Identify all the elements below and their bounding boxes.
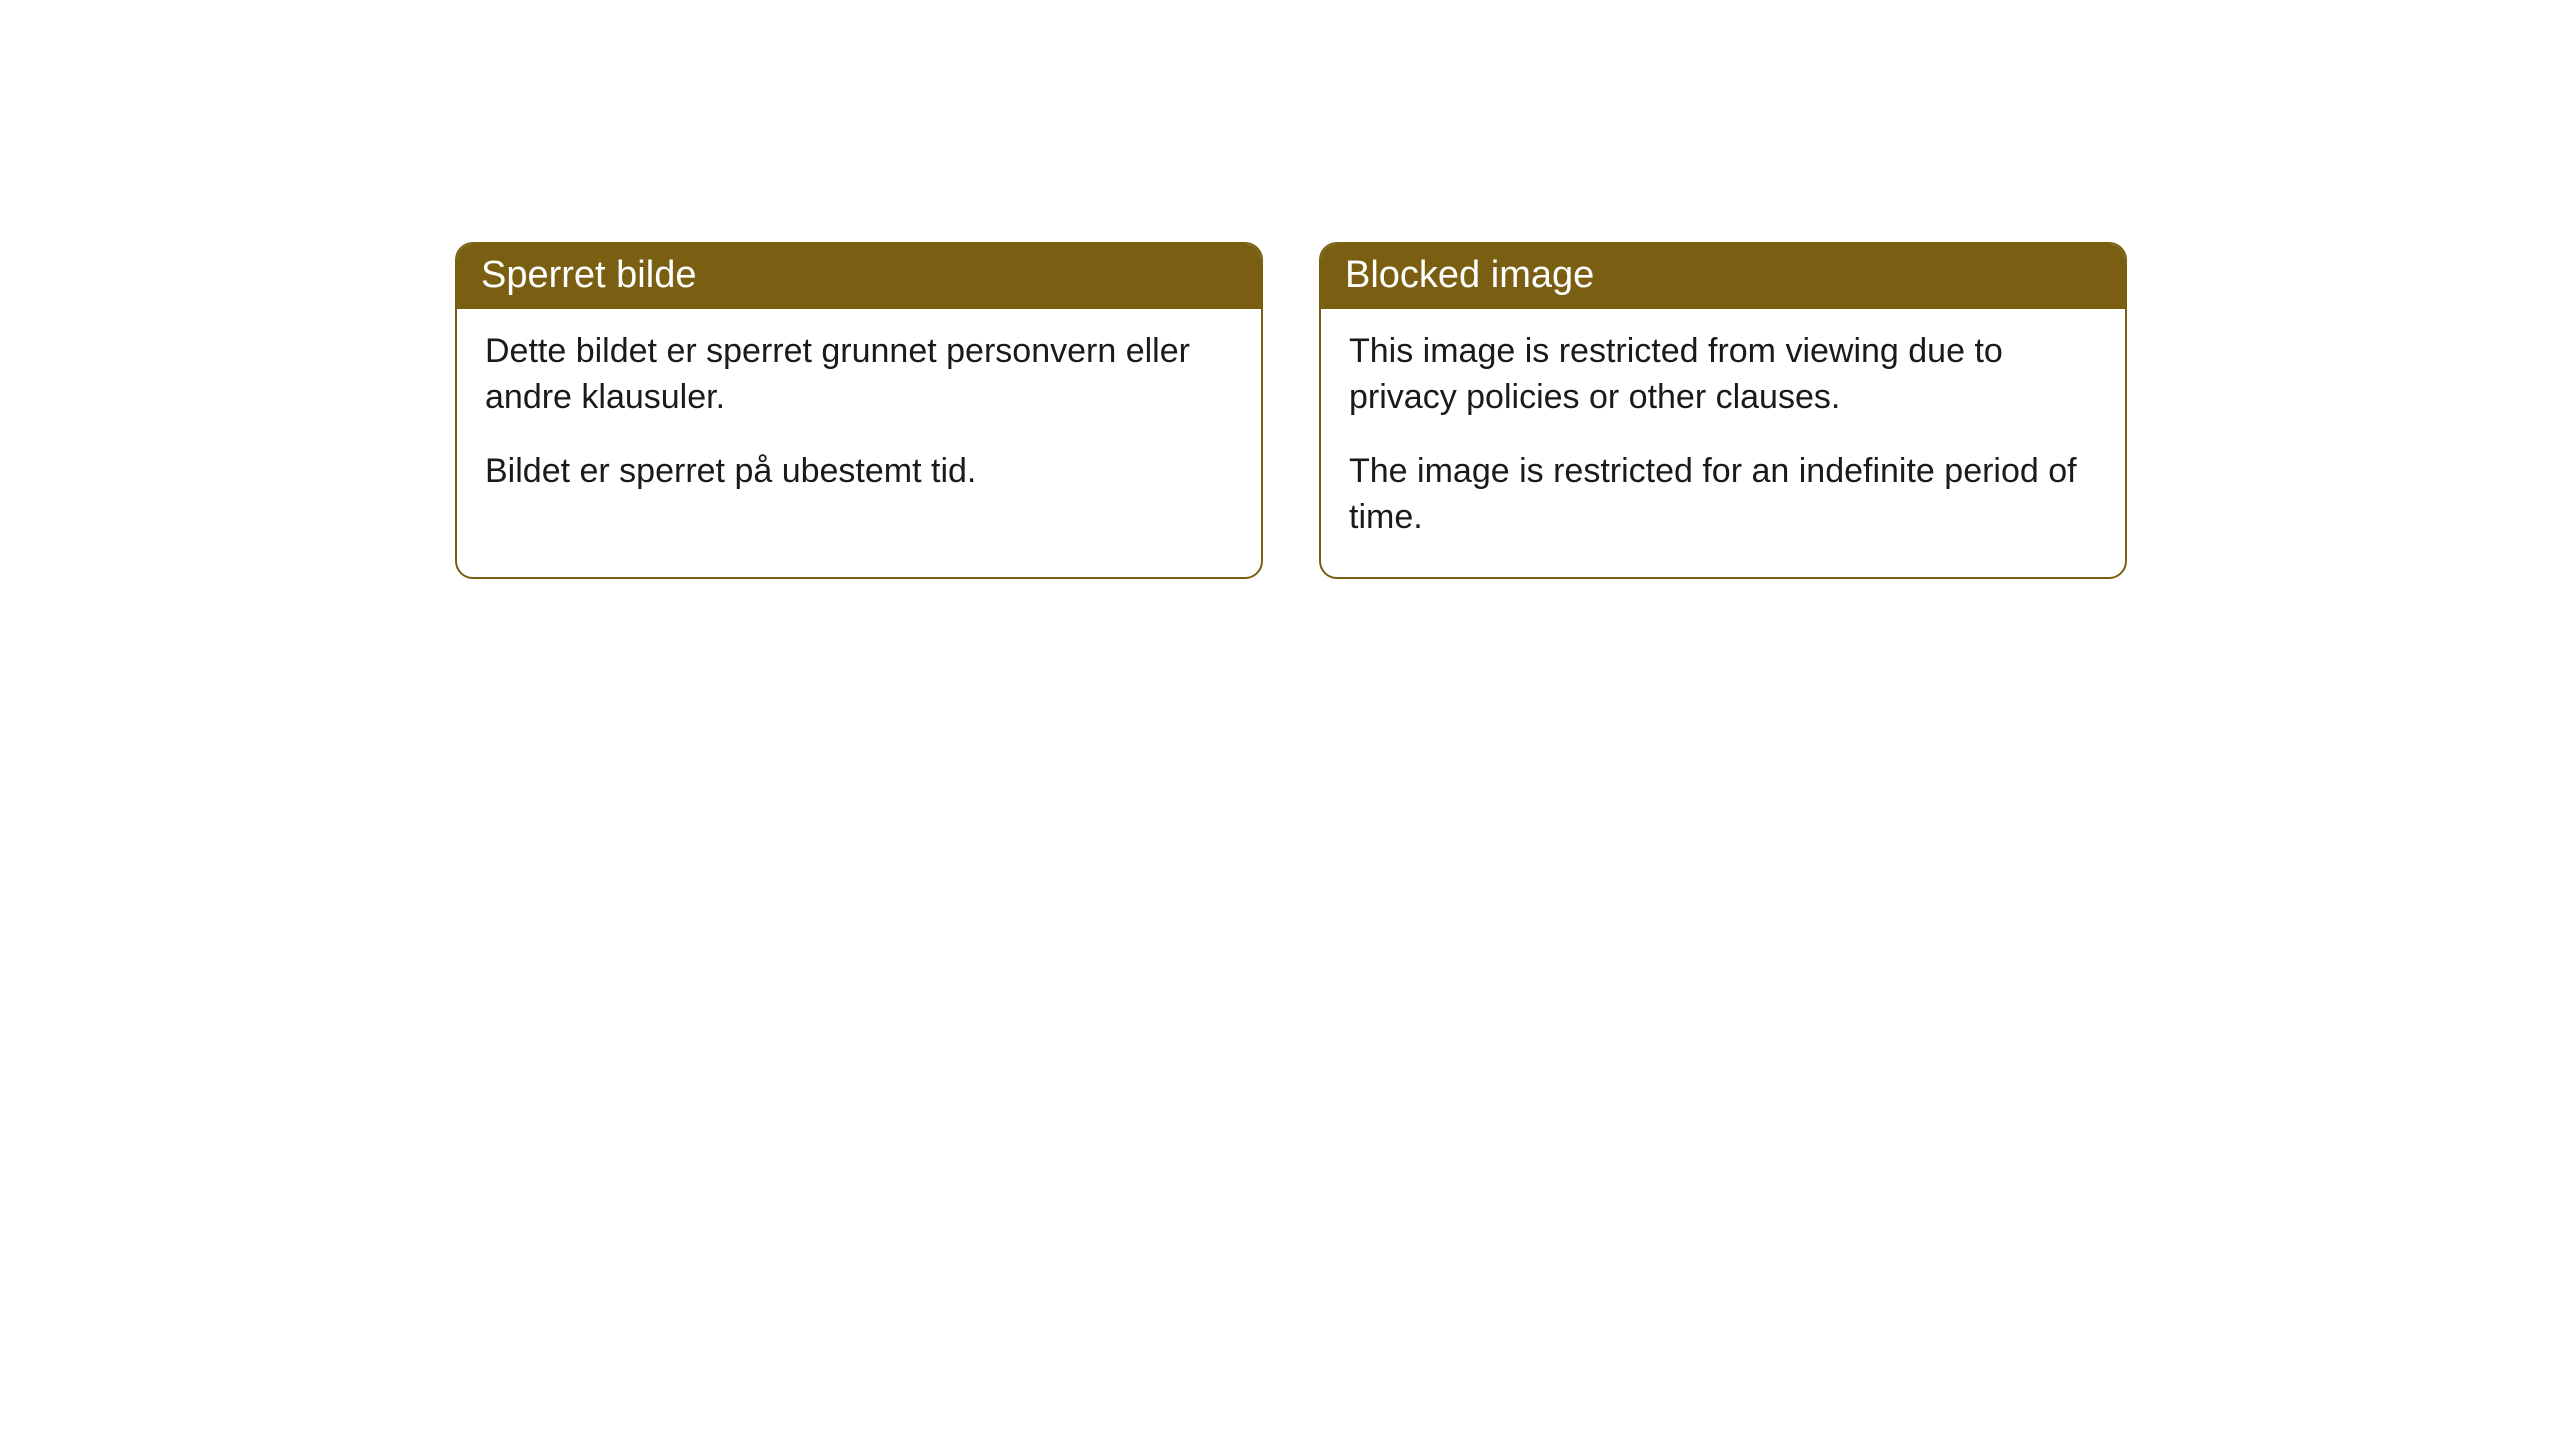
card-body: Dette bildet er sperret grunnet personve… bbox=[457, 309, 1261, 531]
card-body: This image is restricted from viewing du… bbox=[1321, 309, 2125, 577]
card-paragraph: This image is restricted from viewing du… bbox=[1349, 329, 2097, 421]
card-norwegian: Sperret bilde Dette bildet er sperret gr… bbox=[455, 242, 1263, 579]
card-paragraph: The image is restricted for an indefinit… bbox=[1349, 449, 2097, 541]
card-paragraph: Bildet er sperret på ubestemt tid. bbox=[485, 449, 1233, 495]
cards-container: Sperret bilde Dette bildet er sperret gr… bbox=[455, 242, 2127, 579]
card-paragraph: Dette bildet er sperret grunnet personve… bbox=[485, 329, 1233, 421]
card-english: Blocked image This image is restricted f… bbox=[1319, 242, 2127, 579]
card-header: Blocked image bbox=[1321, 244, 2125, 309]
card-header: Sperret bilde bbox=[457, 244, 1261, 309]
